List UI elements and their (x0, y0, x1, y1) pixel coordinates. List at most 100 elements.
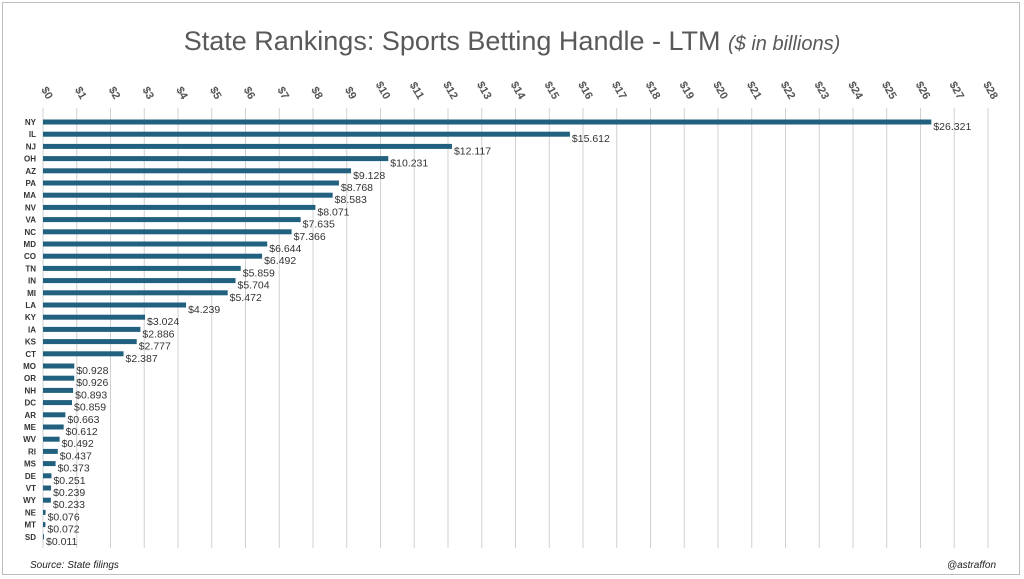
category-label: RI (28, 447, 36, 456)
category-label: AR (24, 411, 36, 420)
x-tick-label: $24 (845, 80, 865, 103)
category-label: NH (24, 386, 36, 395)
x-tick-label: $15 (541, 80, 561, 102)
category-label: VT (26, 484, 36, 493)
x-tick-label: $6 (241, 85, 258, 102)
category-label: IL (29, 130, 36, 139)
x-tick-label: $14 (508, 80, 528, 103)
data-label: $8.768 (341, 182, 373, 194)
source-note: Source: State filings (30, 560, 119, 571)
bar (43, 290, 228, 296)
data-label: $8.583 (335, 194, 367, 206)
bar (43, 156, 389, 162)
x-tick-label: $2 (106, 85, 123, 102)
data-label: $2.387 (126, 353, 158, 365)
category-label: OR (24, 374, 36, 383)
author-handle: @astraffon (946, 560, 996, 571)
chart-title-sub: ($ in billions) (728, 33, 841, 55)
bar (43, 473, 52, 479)
category-label: MI (27, 289, 36, 298)
data-label: $0.251 (53, 475, 85, 487)
category-label: WV (23, 435, 37, 444)
bar (43, 253, 263, 259)
category-label: PA (25, 179, 36, 188)
data-label: $0.437 (60, 450, 92, 462)
data-label: $7.635 (303, 219, 335, 231)
x-tick-label: $20 (710, 80, 730, 102)
x-tick-label: $18 (643, 80, 663, 102)
data-label: $5.472 (230, 292, 262, 304)
chart-title-main: State Rankings: Sports Betting Handle - … (183, 26, 721, 56)
data-label: $3.024 (147, 316, 179, 328)
x-tick-label: $8 (308, 85, 325, 102)
bar (43, 412, 66, 418)
x-tick-label: $16 (575, 80, 595, 102)
data-label: $8.071 (317, 206, 349, 218)
category-label: ME (24, 423, 37, 432)
x-tick-label: $11 (407, 80, 426, 101)
bar (43, 241, 268, 247)
data-label: $26.321 (933, 121, 971, 133)
data-label: $0.492 (62, 438, 94, 450)
bar (43, 424, 64, 430)
bar (43, 168, 352, 174)
bar (43, 522, 46, 528)
bar (43, 204, 316, 210)
category-label: CT (25, 350, 36, 359)
bar (43, 351, 124, 357)
data-label: $9.128 (353, 170, 385, 182)
category-label: MD (24, 240, 37, 249)
category-label: SD (25, 533, 36, 542)
bars (43, 119, 932, 540)
data-label: $7.366 (294, 231, 326, 243)
x-tick-label: $5 (207, 85, 224, 102)
x-tick-label: $1 (72, 85, 89, 102)
category-label: AZ (25, 167, 36, 176)
x-tick-label: $17 (609, 80, 629, 102)
bar (43, 180, 339, 186)
data-labels: $26.321 $15.612 $12.117 $10.231 $9.128$8.768… (46, 121, 971, 548)
bar (43, 314, 146, 320)
category-label: WY (23, 496, 37, 505)
category-label: NY (25, 118, 37, 127)
bar (43, 217, 301, 223)
bar (43, 339, 137, 345)
x-tick-label: $22 (778, 80, 798, 102)
category-label: DC (24, 399, 36, 408)
chart-title: State Rankings: Sports Betting Handle - … (0, 26, 1024, 57)
data-label: $2.886 (142, 328, 174, 340)
data-label: $0.239 (53, 487, 85, 499)
bar (43, 461, 56, 467)
x-tick-label: $26 (913, 80, 933, 102)
data-label: $12.117 (454, 145, 491, 157)
x-tick-label: $4 (173, 85, 190, 102)
data-label: $0.076 (48, 511, 80, 523)
bar (43, 131, 570, 137)
category-label: KS (25, 338, 37, 347)
x-tick-label: $13 (474, 80, 494, 102)
grid-lines (42, 108, 989, 548)
x-tick-label: $9 (342, 85, 359, 102)
x-tick-label: $21 (744, 80, 764, 102)
x-tick-label: $12 (440, 80, 460, 102)
x-tick-label: $3 (140, 85, 157, 102)
category-label: NE (25, 508, 37, 517)
category-label: LA (25, 301, 36, 310)
bar (43, 534, 44, 540)
category-label: MA (24, 191, 37, 200)
data-label: $0.928 (76, 365, 108, 377)
bar (43, 192, 333, 198)
x-tick-label: $10 (373, 80, 393, 102)
data-label: $10.231 (390, 158, 428, 170)
bar (43, 497, 51, 503)
bar (43, 448, 58, 454)
data-label: $6.644 (269, 243, 301, 255)
bar (43, 375, 75, 381)
data-label: $0.233 (53, 499, 85, 511)
bar (43, 119, 932, 125)
bar (43, 363, 75, 369)
data-label: $0.859 (74, 402, 106, 414)
data-label: $6.492 (264, 255, 296, 267)
data-label: $5.704 (238, 280, 270, 292)
